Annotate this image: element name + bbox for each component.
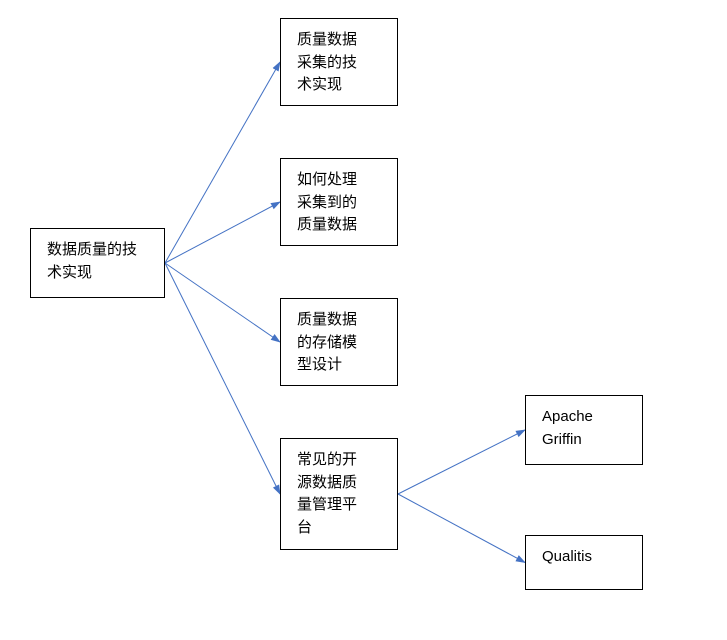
node-label: 质量数据 的存储模 型设计 <box>297 309 357 377</box>
edge-n4-n5 <box>398 430 525 494</box>
diagram-container: 数据质量的技 术实现 质量数据 采集的技 术实现如何处理 采集到的 质量数据质量数… <box>0 0 727 640</box>
node-n4: 常见的开 源数据质 量管理平 台 <box>280 438 398 550</box>
node-n1: 质量数据 采集的技 术实现 <box>280 18 398 106</box>
node-label: 如何处理 采集到的 质量数据 <box>297 169 357 237</box>
node-label: 数据质量的技 术实现 <box>47 239 137 284</box>
node-label: 质量数据 采集的技 术实现 <box>297 29 357 97</box>
edge-root-n1 <box>165 62 280 263</box>
edge-n4-n6 <box>398 494 525 563</box>
node-label: 常见的开 源数据质 量管理平 台 <box>297 449 357 539</box>
node-n5: Apache Griffin <box>525 395 643 465</box>
node-label: Qualitis <box>542 546 592 569</box>
edge-root-n3 <box>165 263 280 342</box>
node-n2: 如何处理 采集到的 质量数据 <box>280 158 398 246</box>
edge-root-n4 <box>165 263 280 494</box>
node-root: 数据质量的技 术实现 <box>30 228 165 298</box>
node-n3: 质量数据 的存储模 型设计 <box>280 298 398 386</box>
edge-root-n2 <box>165 202 280 263</box>
node-n6: Qualitis <box>525 535 643 590</box>
node-label: Apache Griffin <box>542 406 593 451</box>
